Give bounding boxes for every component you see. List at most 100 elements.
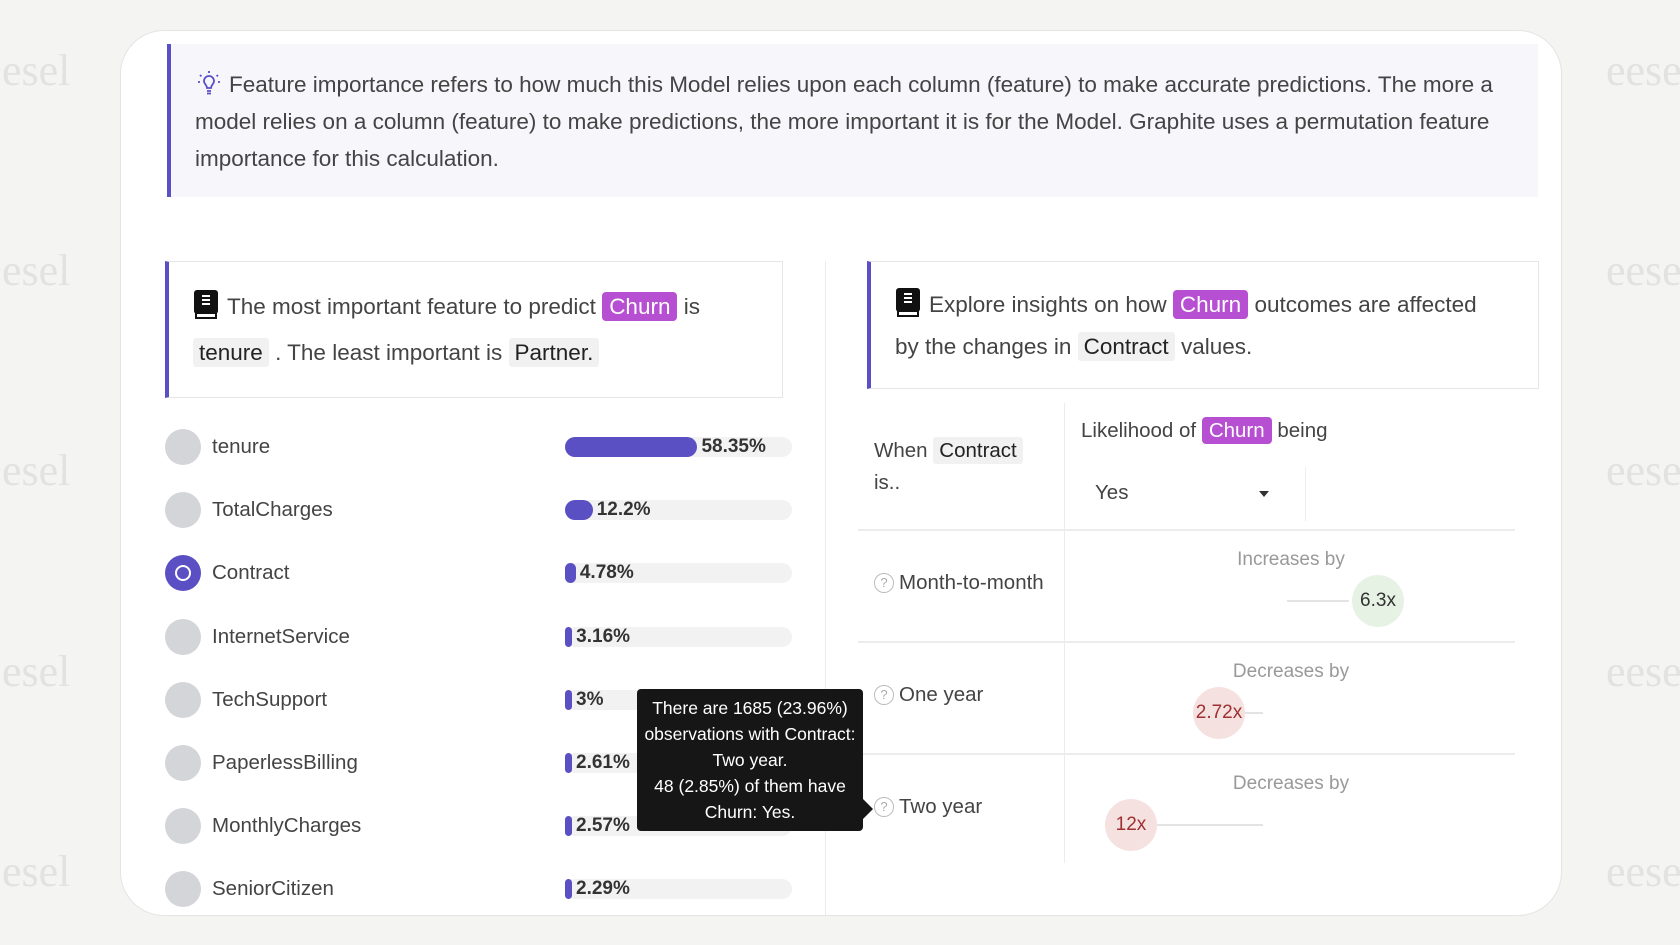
watermark: esel xyxy=(2,246,71,295)
importance-value: 2.29% xyxy=(576,878,630,900)
feature-importance-card: Feature importance refers to how much th… xyxy=(120,30,1562,916)
arrow-left-icon xyxy=(1231,712,1263,714)
watermark: eese xyxy=(1606,647,1680,696)
help-icon[interactable]: ? xyxy=(874,685,894,705)
feature-radio[interactable] xyxy=(165,555,201,592)
feature-tag: Contract xyxy=(1077,332,1175,361)
feature-row[interactable]: Contract 4.78% xyxy=(165,553,805,593)
summary-text: is xyxy=(683,294,700,319)
help-icon[interactable]: ? xyxy=(874,797,894,817)
table-column-divider xyxy=(1064,403,1065,863)
info-banner: Feature importance refers to how much th… xyxy=(167,44,1538,197)
feature-name: TotalCharges xyxy=(212,498,333,522)
direction-label: Decreases by xyxy=(1232,773,1350,794)
feature-radio[interactable] xyxy=(165,429,201,465)
watermark: esel xyxy=(2,46,71,95)
importance-bar-track: 3.16% xyxy=(565,625,792,647)
importance-bar-fill xyxy=(565,563,576,584)
tooltip: There are 1685 (23.96%) observations wit… xyxy=(637,689,873,831)
watermark: eese xyxy=(1606,446,1680,495)
contract-value[interactable]: ? One year xyxy=(874,683,983,707)
feature-radio[interactable] xyxy=(165,745,201,781)
column-divider xyxy=(825,261,826,915)
feature-name: InternetService xyxy=(212,624,350,648)
target-tag: Churn xyxy=(1172,290,1249,319)
likelihood-label: Likelihood of xyxy=(1081,419,1197,442)
feature-radio[interactable] xyxy=(165,871,201,908)
feature-radio[interactable] xyxy=(165,681,201,718)
contract-value-label: One year xyxy=(899,683,984,706)
book-icon xyxy=(896,288,920,317)
feature-name: TechSupport xyxy=(212,687,328,711)
contract-value-label: Month-to-month xyxy=(899,571,1044,594)
most-important-feature: tenure xyxy=(193,338,269,367)
watermark: esel xyxy=(2,446,71,495)
feature-name: PaperlessBilling xyxy=(212,751,358,774)
importance-bar-fill xyxy=(565,879,572,900)
target-tag: Churn xyxy=(1201,417,1272,444)
tooltip-line: There are 1685 (23.96%) observations wit… xyxy=(644,698,856,770)
table-header-likelihood: Likelihood of Churn being xyxy=(1081,417,1328,444)
arrow-left-icon xyxy=(1133,824,1263,826)
factor-bubble: 12x xyxy=(1105,799,1157,851)
direction-label: Increases by xyxy=(1237,549,1345,570)
feature-row[interactable]: TotalCharges 12.2% xyxy=(165,490,805,530)
importance-value: 58.35% xyxy=(701,436,766,457)
importance-value: 2.57% xyxy=(576,815,630,837)
feature-row[interactable]: SeniorCitizen 2.29% xyxy=(165,869,805,909)
when-label: When xyxy=(874,439,928,462)
book-icon xyxy=(194,290,218,319)
arrow-right-icon xyxy=(1287,600,1349,602)
feature-radio[interactable] xyxy=(165,492,201,529)
caret-down-icon xyxy=(1259,491,1269,497)
being-label: being xyxy=(1277,419,1328,442)
target-tag: Churn xyxy=(602,292,678,321)
importance-bar-track: 2.29% xyxy=(565,878,792,900)
row-divider xyxy=(858,641,1515,643)
lightbulb-icon xyxy=(198,71,220,95)
importance-value: 4.78% xyxy=(579,562,634,584)
summary-text: The most important feature to predict xyxy=(227,294,596,319)
importance-bar-fill xyxy=(565,500,593,521)
insights-text: Explore insights on how xyxy=(929,292,1167,317)
importance-bar-track: 12.2% xyxy=(565,499,792,521)
help-icon[interactable]: ? xyxy=(874,573,894,593)
importance-bar-fill xyxy=(565,626,573,647)
feature-radio[interactable] xyxy=(165,618,201,655)
outcome-dropdown[interactable]: Yes xyxy=(1081,467,1306,521)
row-divider xyxy=(858,753,1515,755)
dropdown-value: Yes xyxy=(1095,481,1129,504)
is-label: is.. xyxy=(874,471,901,494)
importance-bar-fill xyxy=(565,753,572,773)
feature-radio[interactable] xyxy=(165,808,201,845)
contract-value[interactable]: ? Month-to-month xyxy=(874,571,1044,595)
feature-name: MonthlyCharges xyxy=(212,814,362,838)
insights-callout: Explore insights on how Churn outcomes a… xyxy=(867,261,1539,389)
insights-text: values. xyxy=(1180,334,1253,359)
importance-value: 3.16% xyxy=(576,625,631,647)
table-header-when: When Contract is.. xyxy=(874,435,1023,499)
info-text: Feature importance refers to how much th… xyxy=(195,72,1493,171)
importance-bar-fill xyxy=(565,816,572,837)
contract-value[interactable]: ? Two year xyxy=(874,795,982,819)
insights-text: by the changes in xyxy=(895,334,1072,359)
feature-row[interactable]: InternetService 3.16% xyxy=(165,617,805,657)
direction-label: Decreases by xyxy=(1232,661,1350,682)
factor-bubble: 2.72x xyxy=(1193,687,1245,739)
importance-bar-fill xyxy=(565,689,572,710)
importance-bar-fill xyxy=(565,437,698,457)
least-important-feature: Partner. xyxy=(508,338,600,367)
watermark: esel xyxy=(2,847,71,896)
importance-value: 2.61% xyxy=(576,752,630,773)
feature-row[interactable]: tenure 58.35% xyxy=(165,427,805,467)
importance-value: 3% xyxy=(576,688,604,710)
feature-name: tenure xyxy=(212,435,271,458)
importance-bar-track: 58.35% xyxy=(565,436,792,457)
insights-text: outcomes are affected xyxy=(1254,292,1477,317)
watermark: eese xyxy=(1606,246,1680,295)
importance-bar-track: 4.78% xyxy=(565,562,792,584)
tooltip-line: 48 (2.85%) of them have Churn: Yes. xyxy=(654,776,846,822)
feature-tag: Contract xyxy=(933,437,1023,464)
row-divider xyxy=(858,529,1515,531)
importance-value: 12.2% xyxy=(596,499,651,521)
